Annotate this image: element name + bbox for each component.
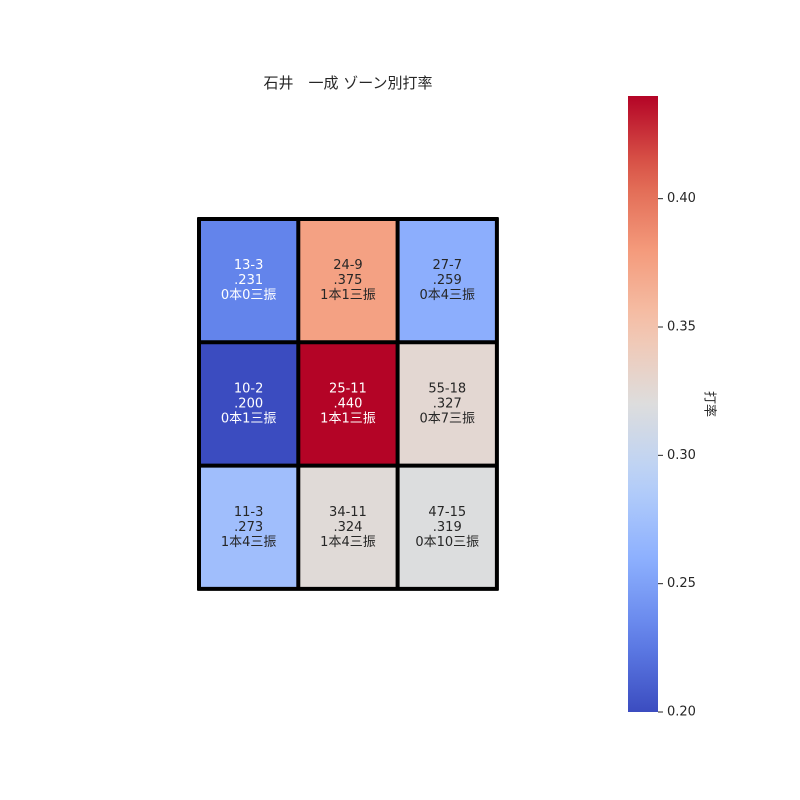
cell-label-line3: 1本4三振 [320, 535, 376, 550]
heatmap-cell-fill [199, 342, 299, 466]
heatmap-cell-fill [397, 465, 497, 589]
cell-label-line3: 1本1三振 [320, 411, 376, 426]
cell-label-line1: 27-7 [432, 258, 462, 273]
cell-label-line2: .440 [333, 396, 362, 411]
cell-label-line2: .200 [234, 396, 263, 411]
cell-label-line2: .231 [234, 273, 263, 288]
heatmap-cell-fill [298, 342, 398, 466]
colorbar-tick-label: 0.40 [667, 191, 696, 206]
heatmap-cell-fill [199, 465, 299, 589]
cell-label-line2: .327 [433, 396, 462, 411]
cell-label-line3: 0本10三振 [415, 535, 479, 550]
heatmap-cell-fill [298, 465, 398, 589]
heatmap-cell-fill [199, 219, 299, 343]
colorbar-label: 打率 [702, 391, 718, 417]
cell-label-line1: 13-3 [234, 258, 264, 273]
heatmap-cells: 13-3.2310本0三振24-9.3751本1三振27-7.2590本4三振1… [199, 219, 497, 589]
cell-label-line1: 11-3 [234, 505, 264, 520]
cell-label-line3: 1本4三振 [221, 535, 277, 550]
cell-label-line3: 0本1三振 [221, 411, 277, 426]
cell-label-line2: .259 [433, 273, 462, 288]
cell-label-line1: 55-18 [428, 381, 466, 396]
colorbar-gradient [628, 96, 658, 712]
cell-label-line1: 47-15 [428, 505, 466, 520]
cell-label-line2: .273 [234, 520, 263, 535]
colorbar-tick-label: 0.30 [667, 448, 696, 463]
colorbar: 0.20 0.25 0.30 0.35 0.40 打率 [628, 96, 718, 720]
colorbar-tick-label: 0.35 [667, 320, 696, 335]
cell-label-line3: 1本1三振 [320, 288, 376, 303]
cell-label-line3: 0本7三振 [419, 411, 475, 426]
heatmap-cell-fill [397, 219, 497, 343]
cell-label-line3: 0本4三振 [419, 288, 475, 303]
heatmap-grid [197, 217, 499, 591]
cell-label-line1: 10-2 [234, 381, 264, 396]
heatmap-cell-fill [397, 342, 497, 466]
cell-label-line3: 0本0三振 [221, 288, 277, 303]
cell-label-line2: .375 [333, 273, 362, 288]
cell-label-line1: 34-11 [329, 505, 367, 520]
cell-label-line2: .324 [333, 520, 362, 535]
colorbar-tick-label: 0.25 [667, 576, 696, 591]
chart-title: 石井 一成 ゾーン別打率 [263, 74, 433, 92]
cell-label-line1: 24-9 [333, 258, 363, 273]
heatmap-cell-fill [298, 219, 398, 343]
colorbar-tick-label: 0.20 [667, 705, 696, 720]
cell-label-line2: .319 [433, 520, 462, 535]
cell-label-line1: 25-11 [329, 381, 367, 396]
